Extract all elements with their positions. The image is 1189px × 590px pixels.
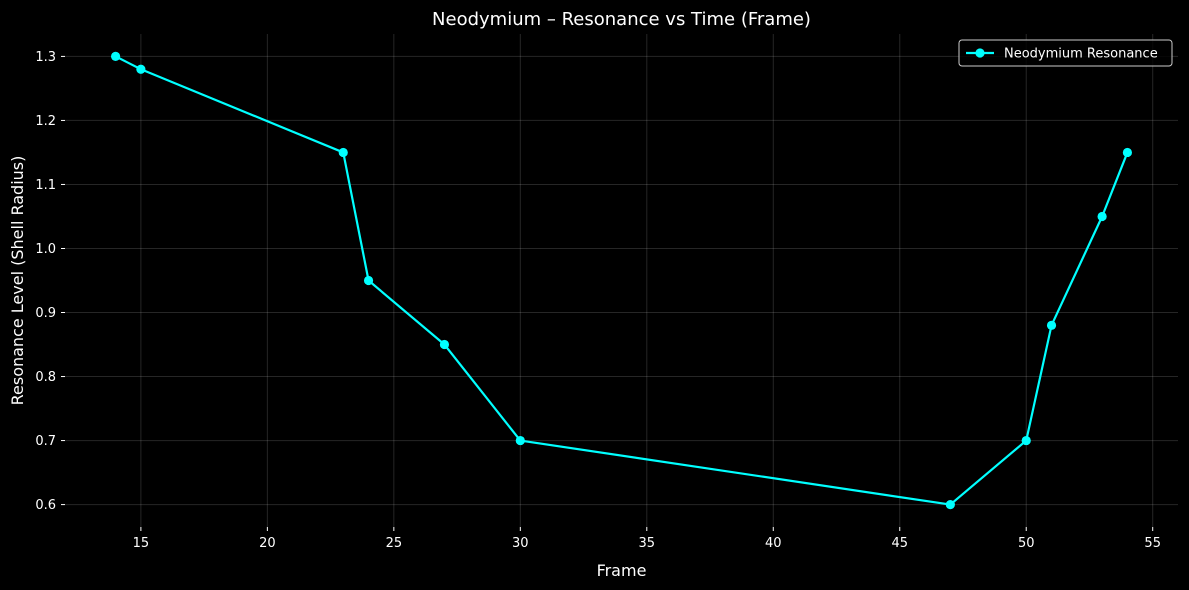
x-tick-label: 25 [386, 536, 403, 551]
x-tick-label: 15 [133, 536, 150, 551]
data-point [439, 339, 450, 350]
x-tick-label: 40 [765, 536, 782, 551]
y-axis-ticks: 0.6 0.7 0.8 0.9 1.0 1.1 1.2 1.3 [35, 50, 65, 513]
x-axis-ticks: 15 20 25 30 35 40 45 50 55 [133, 527, 1161, 551]
x-tick-label: 20 [259, 536, 276, 551]
y-tick-label: 1.2 [35, 114, 56, 129]
y-tick-label: 1.3 [35, 50, 56, 65]
data-point [110, 51, 121, 62]
data-point [136, 64, 146, 74]
data-point [1097, 211, 1107, 222]
chart-title: Neodymium – Resonance vs Time (Frame) [432, 9, 811, 30]
y-tick-label: 0.7 [35, 434, 56, 449]
legend-label: Neodymium Resonance [1004, 47, 1158, 62]
data-point [1122, 147, 1133, 158]
y-tick-label: 0.8 [35, 370, 56, 385]
x-tick-label: 30 [512, 536, 529, 551]
data-point [1046, 320, 1057, 330]
data-point [515, 435, 525, 446]
legend-frame [958, 39, 1173, 67]
data-point [1021, 435, 1031, 446]
y-tick-label: 0.6 [35, 498, 56, 513]
grid [65, 34, 1178, 527]
x-tick-label: 35 [639, 536, 656, 551]
x-axis-label: Frame [597, 561, 647, 580]
x-tick-label: 50 [1018, 536, 1035, 551]
x-tick-label: 55 [1144, 536, 1161, 551]
y-tick-label: 0.9 [35, 306, 56, 321]
data-point [338, 147, 348, 158]
x-tick-label: 45 [891, 536, 908, 551]
data-point [945, 499, 955, 510]
y-axis-label: Resonance Level (Shell Radius) [8, 156, 27, 406]
series-layer [110, 51, 1133, 510]
y-tick-label: 1.1 [35, 178, 56, 193]
legend: Neodymium Resonance [958, 39, 1173, 67]
y-tick-label: 1.0 [35, 242, 56, 257]
legend-marker [975, 48, 985, 58]
data-point [363, 275, 374, 286]
